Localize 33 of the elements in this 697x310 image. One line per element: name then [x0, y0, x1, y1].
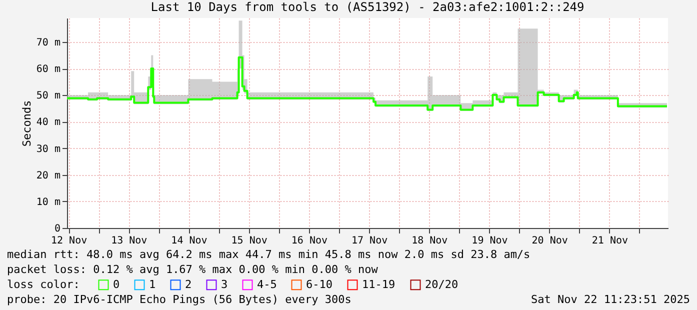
- y-tick-label: 70 m: [36, 37, 60, 48]
- y-tick-label: 30 m: [36, 144, 60, 155]
- y-tick-label: 0: [54, 224, 60, 234]
- y-tick-label: 50 m: [36, 90, 60, 102]
- x-tick-label: 13 Nov: [111, 236, 148, 246]
- x-tick-label: 15 Nov: [231, 236, 268, 246]
- x-tick-label: 21 Nov: [592, 236, 628, 246]
- y-tick-label: 20 m: [36, 170, 60, 182]
- x-tick-label: 17 Nov: [351, 236, 388, 246]
- text: probe: 20 IPv6-ICMP Echo Pings (56 Bytes) every 300s: [7, 293, 352, 306]
- x-tick-label: 12 Nov: [50, 236, 88, 246]
- x-tick-label: 18 Nov: [412, 236, 448, 246]
- legend-label: 2: [185, 278, 192, 291]
- x-tick-label: 20 Nov: [532, 236, 568, 246]
- x-tick-label: 16 Nov: [291, 236, 328, 246]
- legend-label: 4-5: [257, 278, 277, 291]
- y-tick-label: 60 m: [36, 64, 60, 76]
- y-axis-title: Seconds: [20, 100, 34, 147]
- legend-label: 6-10: [306, 278, 332, 291]
- y-tick-label: 10 m: [36, 196, 60, 208]
- legend-title: loss color:: [7, 278, 80, 291]
- x-tick-label: 14 Nov: [171, 236, 208, 246]
- text: packet loss: 0.12 % avg 1.67 % max 0.00 % min 0.00 % now: [7, 263, 378, 276]
- chart-title: Last 10 Days from tools to (AS51392) - 2a03:afe2:1001:2::249: [150, 0, 584, 14]
- text: median rtt: 48.0 ms avg 64.2 ms max 44.7 ms min 45.8 ms now 2.0 ms sd 23.8 am/s: [7, 248, 530, 261]
- legend-label: 0: [113, 278, 120, 291]
- legend-label: 11-19: [362, 278, 396, 291]
- y-tick-label: 40 m: [36, 117, 60, 128]
- x-tick-label: 19 Nov: [472, 236, 508, 246]
- legend-label: 1: [149, 278, 156, 291]
- legend-label: 20/20: [425, 278, 458, 291]
- legend-label: 3: [221, 278, 228, 291]
- text: Sat Nov 22 11:23:51 2025: [531, 293, 690, 306]
